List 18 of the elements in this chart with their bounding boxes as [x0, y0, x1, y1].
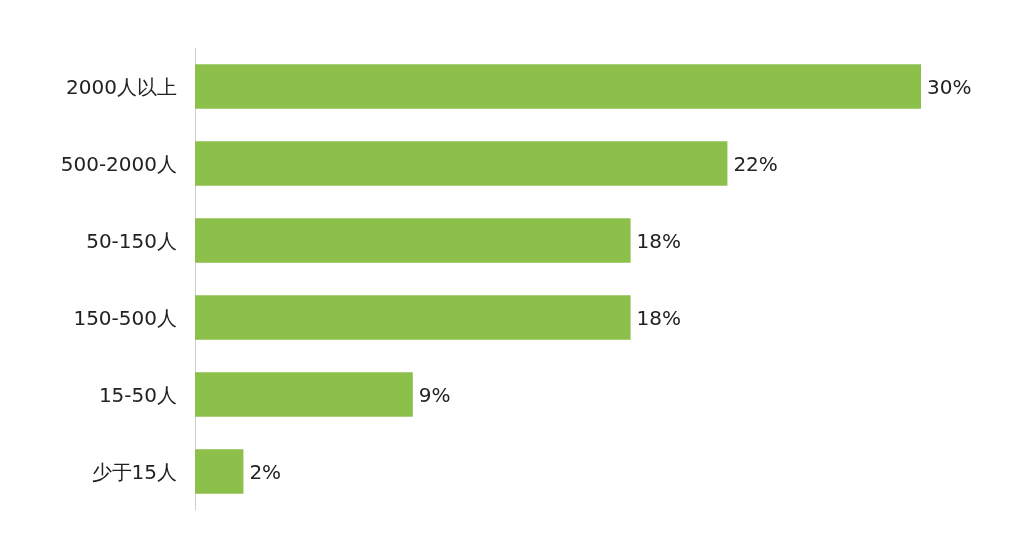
y-tick-label: 50-150人	[86, 228, 177, 253]
y-tick-label: 500-2000人	[60, 151, 177, 176]
data-label: 22%	[733, 151, 778, 176]
bar	[195, 64, 921, 109]
y-tick-label: 少于15人	[91, 459, 177, 484]
bar	[195, 295, 631, 340]
data-label: 30%	[927, 74, 972, 99]
bar	[195, 141, 728, 186]
y-tick-label: 15-50人	[98, 382, 177, 407]
data-label: 18%	[636, 305, 682, 330]
y-tick-label: 2000人以上	[66, 74, 177, 99]
bar	[195, 372, 413, 417]
data-label: 2%	[249, 459, 282, 484]
bar	[195, 449, 244, 494]
data-label: 9%	[418, 382, 451, 407]
data-label: 18%	[636, 228, 682, 253]
bar	[195, 218, 631, 263]
y-tick-label: 150-500人	[73, 305, 177, 330]
